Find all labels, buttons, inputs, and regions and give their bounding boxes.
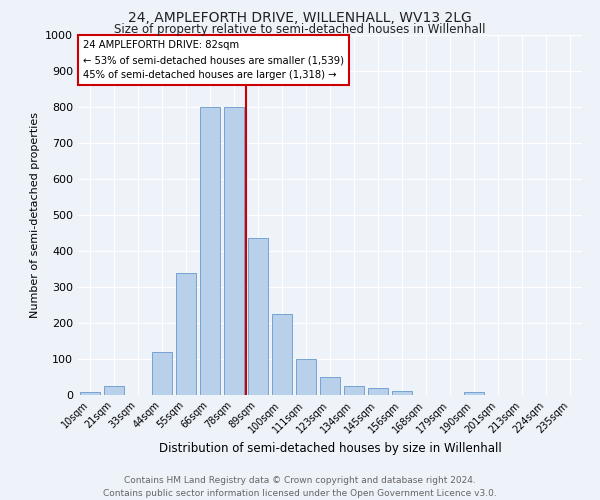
Bar [104, 386, 124, 395]
Bar [152, 352, 172, 395]
Bar [80, 392, 100, 395]
Bar [392, 390, 412, 395]
Bar [320, 377, 340, 395]
Bar [368, 388, 388, 395]
Bar [344, 386, 364, 395]
Text: 24, AMPLEFORTH DRIVE, WILLENHALL, WV13 2LG: 24, AMPLEFORTH DRIVE, WILLENHALL, WV13 2… [128, 11, 472, 25]
Bar [464, 392, 484, 395]
Bar [296, 359, 316, 395]
X-axis label: Distribution of semi-detached houses by size in Willenhall: Distribution of semi-detached houses by … [158, 442, 502, 454]
Bar [224, 107, 244, 395]
Y-axis label: Number of semi-detached properties: Number of semi-detached properties [29, 112, 40, 318]
Bar [176, 272, 196, 395]
Text: Size of property relative to semi-detached houses in Willenhall: Size of property relative to semi-detach… [114, 22, 486, 36]
Bar [272, 314, 292, 395]
Bar [200, 107, 220, 395]
Text: 24 AMPLEFORTH DRIVE: 82sqm
← 53% of semi-detached houses are smaller (1,539)
45%: 24 AMPLEFORTH DRIVE: 82sqm ← 53% of semi… [83, 40, 344, 80]
Text: Contains HM Land Registry data © Crown copyright and database right 2024.
Contai: Contains HM Land Registry data © Crown c… [103, 476, 497, 498]
Bar [248, 238, 268, 395]
